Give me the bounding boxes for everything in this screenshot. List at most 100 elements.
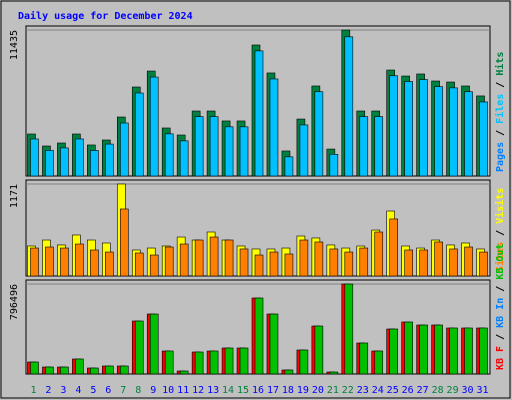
x-tick-label: 24: [372, 385, 384, 396]
bar: [269, 251, 279, 277]
bar: [464, 327, 473, 375]
x-tick-label: 10: [162, 385, 174, 396]
bar: [224, 239, 234, 277]
bar: [194, 351, 204, 375]
legend-entry: KB In: [495, 298, 506, 328]
x-tick-label: 23: [357, 385, 369, 396]
bar: [60, 247, 69, 277]
bar: [164, 350, 174, 375]
bar: [60, 147, 69, 177]
x-tick-label: 16: [252, 385, 264, 396]
bar: [464, 246, 473, 277]
bar: [419, 79, 428, 177]
bar: [434, 86, 443, 177]
bar: [404, 249, 413, 277]
bar: [209, 116, 219, 177]
bar: [105, 251, 114, 277]
legend-entry: Pages: [495, 142, 506, 172]
x-tick-label: 30: [462, 385, 474, 396]
bar: [269, 313, 279, 375]
bar: [359, 342, 369, 375]
bar: [284, 156, 294, 177]
bar: [90, 367, 99, 375]
chart-title: Daily usage for December 2024: [18, 10, 193, 22]
bar: [90, 150, 99, 177]
y-tick-label: 11435: [9, 30, 20, 60]
x-tick-label: 6: [105, 385, 111, 396]
legend-separator: /: [495, 76, 506, 94]
legend-entry: Hits: [494, 52, 506, 76]
bar: [45, 246, 54, 277]
bar: [479, 251, 488, 277]
bar: [134, 92, 144, 177]
x-tick-label: 18: [282, 385, 294, 396]
x-tick-label: 28: [432, 385, 444, 396]
legend-separator: /: [495, 224, 506, 242]
bar: [374, 231, 384, 277]
bar: [45, 150, 54, 177]
legend-entry: KB F: [495, 346, 506, 370]
bar: [164, 246, 174, 277]
bar: [419, 324, 428, 375]
bar: [434, 241, 443, 277]
bar: [404, 81, 413, 177]
bar: [209, 236, 219, 277]
bar: [45, 366, 54, 375]
legend-separator: /: [495, 124, 506, 142]
bar: [314, 325, 324, 375]
bar: [164, 133, 174, 177]
x-tick-label: 3: [60, 385, 66, 396]
bar: [479, 327, 488, 375]
x-tick-label: 2: [45, 385, 51, 396]
bar: [389, 328, 399, 375]
x-tick-label: 22: [342, 385, 354, 396]
bar: [119, 122, 129, 177]
bar: [314, 91, 324, 177]
bar: [359, 116, 369, 177]
x-tick-label: 12: [192, 385, 204, 396]
bar: [149, 313, 159, 375]
y-tick-label: 1171: [9, 184, 20, 208]
bar: [60, 366, 69, 375]
bar: [464, 91, 473, 177]
bar: [105, 365, 114, 375]
bar: [134, 320, 144, 375]
bar: [449, 87, 458, 177]
bar: [284, 369, 294, 375]
bar: [344, 251, 354, 277]
legend-entry: Visits: [494, 188, 506, 224]
bar: [344, 283, 354, 375]
bar: [254, 254, 264, 277]
x-tick-label: 13: [207, 385, 219, 396]
bar: [344, 36, 354, 177]
bar: [329, 371, 339, 375]
x-tick-label: 20: [312, 385, 324, 396]
legend-separator: /: [495, 280, 506, 298]
bar: [419, 249, 428, 277]
bar: [75, 243, 84, 277]
bar: [239, 248, 249, 277]
bar: [119, 208, 129, 277]
legend-entry: Files: [494, 94, 506, 124]
x-tick-label: 25: [387, 385, 399, 396]
bar: [299, 349, 309, 375]
bar: [239, 126, 249, 177]
x-tick-label: 27: [417, 385, 429, 396]
bar: [269, 78, 279, 177]
legend: KB F / KB In / KB Out: [495, 244, 506, 370]
legend-entry: KB Out: [495, 244, 506, 280]
bar: [239, 347, 249, 375]
x-tick-label: 8: [135, 385, 141, 396]
bar: [254, 297, 264, 375]
bar: [30, 138, 39, 177]
bar: [224, 347, 234, 375]
bar: [434, 324, 443, 375]
x-tick-label: 1: [30, 385, 36, 396]
bar: [329, 153, 339, 177]
bar: [75, 138, 84, 177]
bar: [314, 241, 324, 277]
x-tick-label: 31: [476, 385, 488, 396]
bar: [449, 248, 458, 277]
x-tick-label: 9: [150, 385, 156, 396]
